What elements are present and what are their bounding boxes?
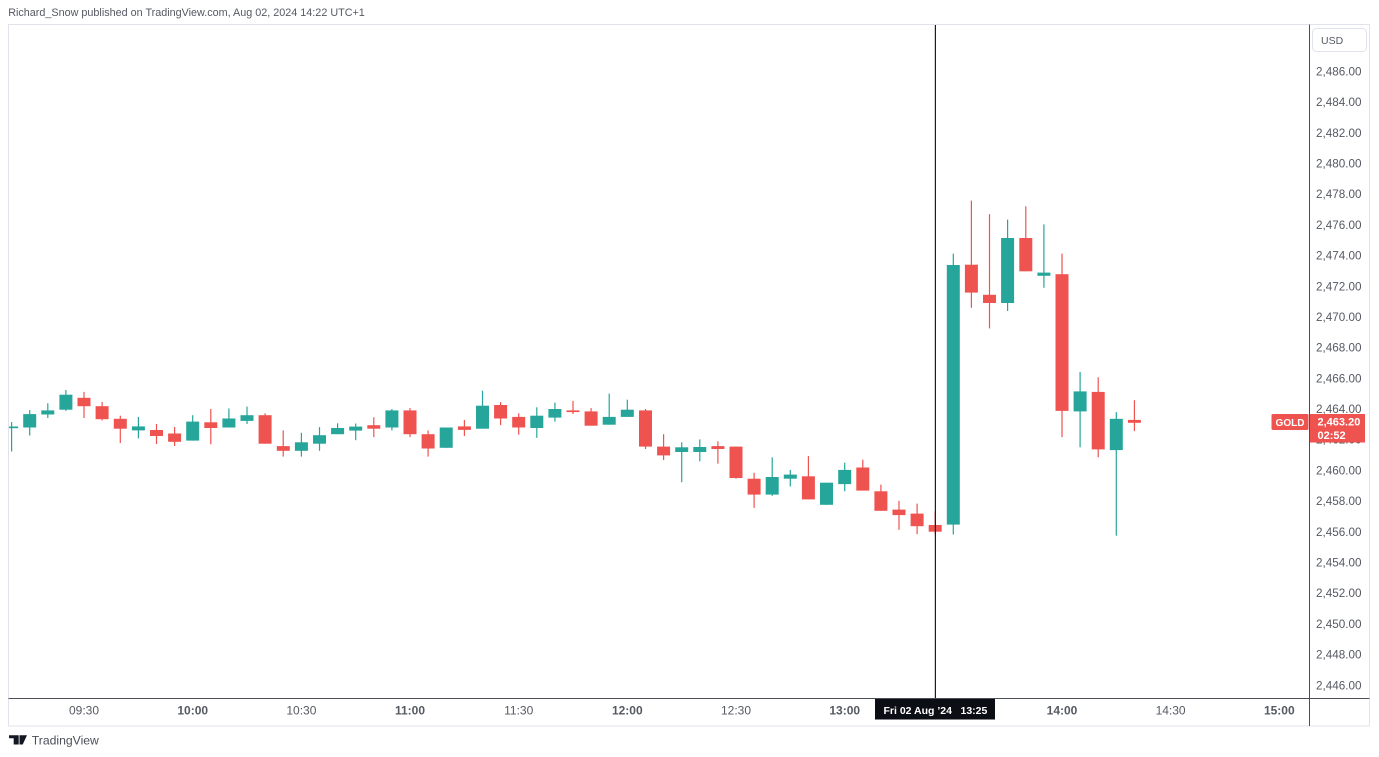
svg-text:2,464.00: 2,464.00 <box>1316 403 1362 416</box>
svg-text:2,486.00: 2,486.00 <box>1316 65 1362 78</box>
svg-text:2,476.00: 2,476.00 <box>1316 219 1362 232</box>
svg-text:GOLD: GOLD <box>1276 418 1305 429</box>
svg-text:USD: USD <box>1321 35 1344 47</box>
svg-text:10:00: 10:00 <box>177 704 208 718</box>
svg-text:14:30: 14:30 <box>1156 704 1186 718</box>
svg-text:2,472.00: 2,472.00 <box>1316 280 1362 293</box>
svg-text:2,480.00: 2,480.00 <box>1316 158 1362 171</box>
svg-text:TradingView: TradingView <box>32 733 99 747</box>
svg-text:2,456.00: 2,456.00 <box>1316 526 1362 539</box>
svg-text:2,454.00: 2,454.00 <box>1316 557 1362 570</box>
svg-text:2,474.00: 2,474.00 <box>1316 250 1362 263</box>
svg-text:2,460.00: 2,460.00 <box>1316 464 1362 477</box>
svg-text:2,450.00: 2,450.00 <box>1316 618 1362 631</box>
svg-text:10:30: 10:30 <box>286 704 316 718</box>
svg-text:2,446.00: 2,446.00 <box>1316 679 1362 692</box>
svg-text:12:30: 12:30 <box>721 704 751 718</box>
svg-text:11:00: 11:00 <box>395 704 425 718</box>
svg-text:2,466.00: 2,466.00 <box>1316 372 1362 385</box>
svg-text:2,458.00: 2,458.00 <box>1316 495 1362 508</box>
svg-text:2,478.00: 2,478.00 <box>1316 188 1362 201</box>
svg-text:2,482.00: 2,482.00 <box>1316 127 1362 140</box>
svg-text:15:00: 15:00 <box>1264 704 1295 718</box>
svg-text:13:00: 13:00 <box>829 704 860 718</box>
svg-text:12:00: 12:00 <box>612 704 643 718</box>
svg-text:11:30: 11:30 <box>504 704 533 718</box>
svg-text:2,452.00: 2,452.00 <box>1316 587 1362 600</box>
svg-text:14:00: 14:00 <box>1047 704 1078 718</box>
svg-text:2,470.00: 2,470.00 <box>1316 311 1362 324</box>
svg-text:2,468.00: 2,468.00 <box>1316 342 1362 355</box>
svg-text:Fri 02 Aug ’24: Fri 02 Aug ’24 <box>884 705 953 717</box>
svg-text:2,463.20: 2,463.20 <box>1318 417 1361 429</box>
svg-text:2,448.00: 2,448.00 <box>1316 649 1362 662</box>
svg-text:13:25: 13:25 <box>961 705 988 717</box>
svg-text:09:30: 09:30 <box>69 704 99 718</box>
svg-text:2,484.00: 2,484.00 <box>1316 96 1362 109</box>
svg-text:02:52: 02:52 <box>1318 430 1346 442</box>
